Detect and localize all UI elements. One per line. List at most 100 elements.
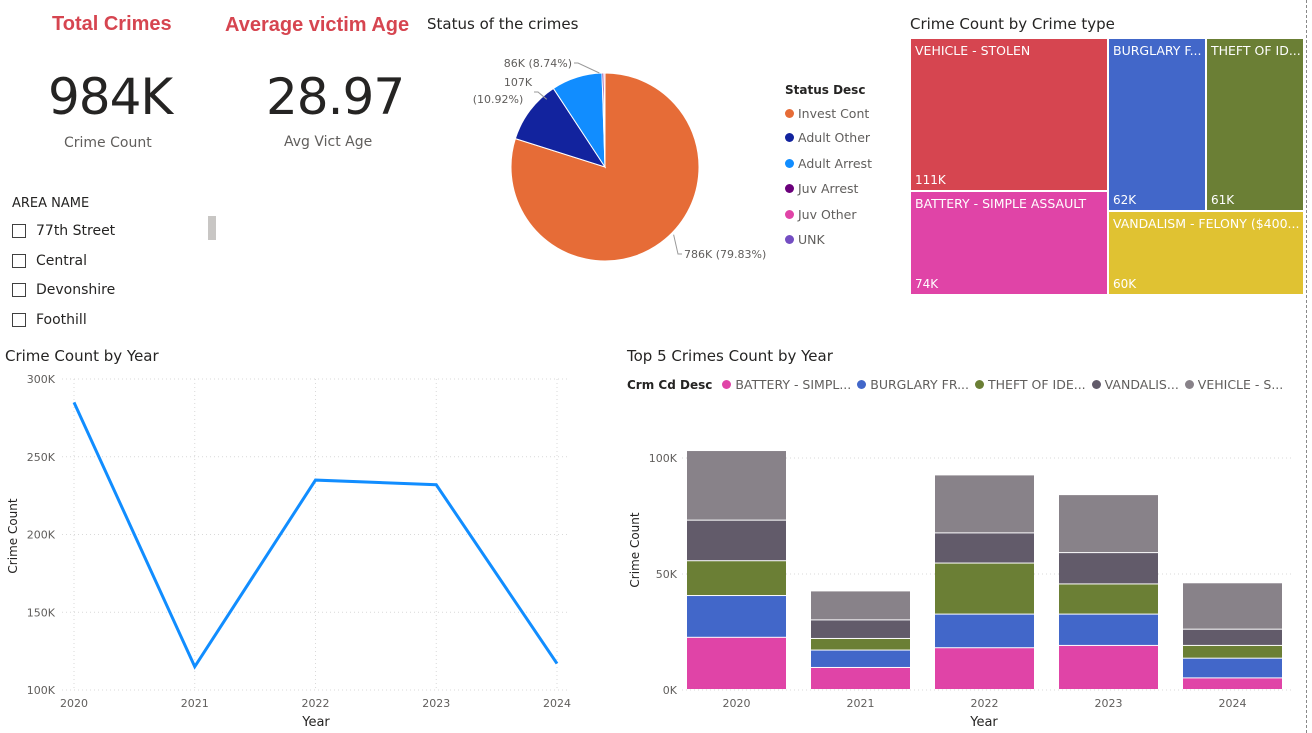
legend-label: UNK bbox=[798, 232, 825, 248]
pie-title: Status of the crimes bbox=[427, 15, 579, 33]
bar-segment-battery-simpl-2024[interactable] bbox=[1183, 678, 1282, 689]
bar-xtick: 2024 bbox=[1219, 697, 1247, 710]
bar-xtick: 2020 bbox=[723, 697, 751, 710]
treemap-label: BATTERY - SIMPLE ASSAULT bbox=[915, 196, 1087, 211]
line-ytick: 250K bbox=[27, 451, 56, 464]
legend-label: BURGLARY FR... bbox=[870, 377, 970, 392]
legend-label: VEHICLE - S... bbox=[1197, 377, 1284, 392]
pie-leader-line bbox=[574, 62, 600, 74]
line-xlabel: Year bbox=[301, 715, 330, 730]
legend-dot-icon bbox=[722, 380, 732, 389]
checkbox[interactable] bbox=[12, 312, 26, 327]
bar-legend-item-battery-simpl[interactable]: BATTERY - SIMPL... bbox=[722, 377, 851, 392]
treemap-value: 60K bbox=[1113, 277, 1137, 291]
treemap-cell-burglary[interactable]: BURGLARY F... 62K bbox=[1108, 38, 1206, 211]
bar-segment-battery-simpl-2022[interactable] bbox=[935, 648, 1034, 689]
pie-leader-line bbox=[534, 91, 548, 100]
legend-dot-icon bbox=[785, 133, 794, 143]
bar-segment-vehicle-s-2024[interactable] bbox=[1183, 583, 1282, 629]
legend-dot-icon bbox=[857, 380, 867, 389]
slicer-scrollbar[interactable] bbox=[208, 216, 216, 240]
legend-label: Juv Arrest bbox=[798, 181, 859, 197]
checkbox[interactable] bbox=[12, 283, 26, 297]
kpi-avg-age-subtitle: Avg Vict Age bbox=[284, 134, 373, 150]
bar-segment-vandalis-2024[interactable] bbox=[1183, 629, 1282, 645]
pie-legend-item-adult-other[interactable]: Adult Other bbox=[785, 125, 872, 151]
bar-ylabel: Crime Count bbox=[628, 512, 642, 587]
bar-segment-vandalis-2023[interactable] bbox=[1059, 553, 1158, 584]
bar-legend-title: Crm Cd Desc bbox=[627, 377, 713, 392]
slicer-item-foothill[interactable]: Foothill bbox=[12, 309, 115, 331]
legend-label: BATTERY - SIMPL... bbox=[735, 377, 852, 392]
legend-dot-icon bbox=[1184, 380, 1194, 389]
line-ytick: 300K bbox=[27, 373, 56, 386]
pie-legend-title: Status Desc bbox=[785, 83, 866, 97]
bar-segment-battery-simpl-2021[interactable] bbox=[811, 667, 910, 689]
checkbox[interactable] bbox=[12, 253, 26, 268]
bar-segment-theft-of-ide-2020[interactable] bbox=[687, 561, 786, 596]
treemap-value: 74K bbox=[915, 277, 939, 291]
bar-segment-theft-of-ide-2024[interactable] bbox=[1183, 645, 1282, 658]
line-ytick: 200K bbox=[27, 529, 56, 542]
legend-dot-icon bbox=[785, 184, 794, 194]
treemap-cell-vandalism[interactable]: VANDALISM - FELONY ($400... 60K bbox=[1108, 211, 1304, 295]
line-ylabel: Crime Count bbox=[6, 498, 20, 573]
bar-segment-burglary-fr-2021[interactable] bbox=[811, 650, 910, 667]
pie-data-label: 786K (79.83%) bbox=[684, 248, 766, 261]
bar-segment-vandalis-2021[interactable] bbox=[811, 620, 910, 638]
slicer-item-label: 77th Street bbox=[36, 223, 116, 239]
bar-legend-item-theft-of-ide[interactable]: THEFT OF IDE... bbox=[975, 377, 1086, 392]
page-edge-divider bbox=[1306, 0, 1307, 733]
slicer-item-label: Devonshire bbox=[36, 282, 116, 298]
pie-legend-item-adult-arrest[interactable]: Adult Arrest bbox=[785, 151, 872, 177]
pie-legend-item-unk[interactable]: UNK bbox=[785, 227, 872, 253]
pie-data-label: 107K bbox=[504, 76, 533, 89]
bar-legend-item-vehicle-s[interactable]: VEHICLE - S... bbox=[1184, 377, 1284, 392]
slicer-item-devonshire[interactable]: Devonshire bbox=[12, 279, 115, 301]
bar-segment-vehicle-s-2020[interactable] bbox=[687, 451, 786, 520]
treemap-title: Crime Count by Crime type bbox=[910, 15, 1115, 33]
bar-xlabel: Year bbox=[969, 715, 998, 730]
slicer-item-label: Central bbox=[36, 252, 87, 269]
kpi-avg-age-value: 28.97 bbox=[266, 68, 405, 126]
treemap-cell-theft[interactable]: THEFT OF ID... 61K bbox=[1206, 38, 1304, 211]
pie-legend-item-juv-arrest[interactable]: Juv Arrest bbox=[785, 176, 872, 202]
bar-segment-vandalis-2020[interactable] bbox=[687, 520, 786, 561]
pie-legend-item-invest-cont[interactable]: Invest Cont bbox=[785, 101, 872, 125]
kpi-total-crimes-value: 984K bbox=[48, 68, 173, 126]
slicer-item-central[interactable]: Central bbox=[12, 250, 115, 272]
treemap-label: VEHICLE - STOLEN bbox=[915, 43, 1031, 58]
treemap-chart: VEHICLE - STOLEN 111K BURGLARY F... 62K … bbox=[910, 38, 1304, 295]
line-ytick: 100K bbox=[27, 684, 56, 697]
bar-segment-vehicle-s-2023[interactable] bbox=[1059, 495, 1158, 553]
bar-segment-vandalis-2022[interactable] bbox=[935, 533, 1034, 563]
bar-segment-vehicle-s-2022[interactable] bbox=[935, 475, 1034, 533]
bar-segment-burglary-fr-2020[interactable] bbox=[687, 596, 786, 637]
bar-segment-battery-simpl-2020[interactable] bbox=[687, 637, 786, 689]
pie-legend-item-juv-other[interactable]: Juv Other bbox=[785, 202, 872, 228]
legend-dot-icon bbox=[1091, 380, 1101, 389]
treemap-value: 111K bbox=[915, 173, 946, 187]
bar-segment-theft-of-ide-2023[interactable] bbox=[1059, 584, 1158, 614]
bar-segment-burglary-fr-2023[interactable] bbox=[1059, 614, 1158, 645]
checkbox[interactable] bbox=[12, 224, 26, 238]
bar-legend-item-vandalis[interactable]: VANDALIS... bbox=[1091, 377, 1179, 392]
bar-segment-vehicle-s-2021[interactable] bbox=[811, 591, 910, 620]
line-xtick: 2023 bbox=[422, 697, 450, 710]
bar-segment-burglary-fr-2022[interactable] bbox=[935, 614, 1034, 648]
treemap-cell-battery[interactable]: BATTERY - SIMPLE ASSAULT 74K bbox=[910, 191, 1108, 295]
bar-segment-theft-of-ide-2021[interactable] bbox=[811, 638, 910, 650]
bar-segment-battery-simpl-2023[interactable] bbox=[1059, 645, 1158, 689]
pie-data-label: (10.92%) bbox=[473, 93, 524, 106]
treemap-label: BURGLARY F... bbox=[1113, 43, 1202, 58]
bar-segment-theft-of-ide-2022[interactable] bbox=[935, 563, 1034, 614]
bar-xtick: 2022 bbox=[971, 697, 999, 710]
line-ytick: 150K bbox=[27, 606, 56, 619]
bar-legend-item-burglary-fr[interactable]: BURGLARY FR... bbox=[857, 377, 969, 392]
treemap-cell-vehicle[interactable]: VEHICLE - STOLEN 111K bbox=[910, 38, 1108, 191]
line-title: Crime Count by Year bbox=[5, 347, 159, 365]
slicer-item-77th-street[interactable]: 77th Street bbox=[12, 220, 115, 242]
line-chart: 300K 250K 200K 150K 100K 2020 2021 2022 2023 202… bbox=[6, 373, 571, 730]
bar-title: Top 5 Crimes Count by Year bbox=[627, 347, 833, 365]
bar-segment-burglary-fr-2024[interactable] bbox=[1183, 658, 1282, 678]
